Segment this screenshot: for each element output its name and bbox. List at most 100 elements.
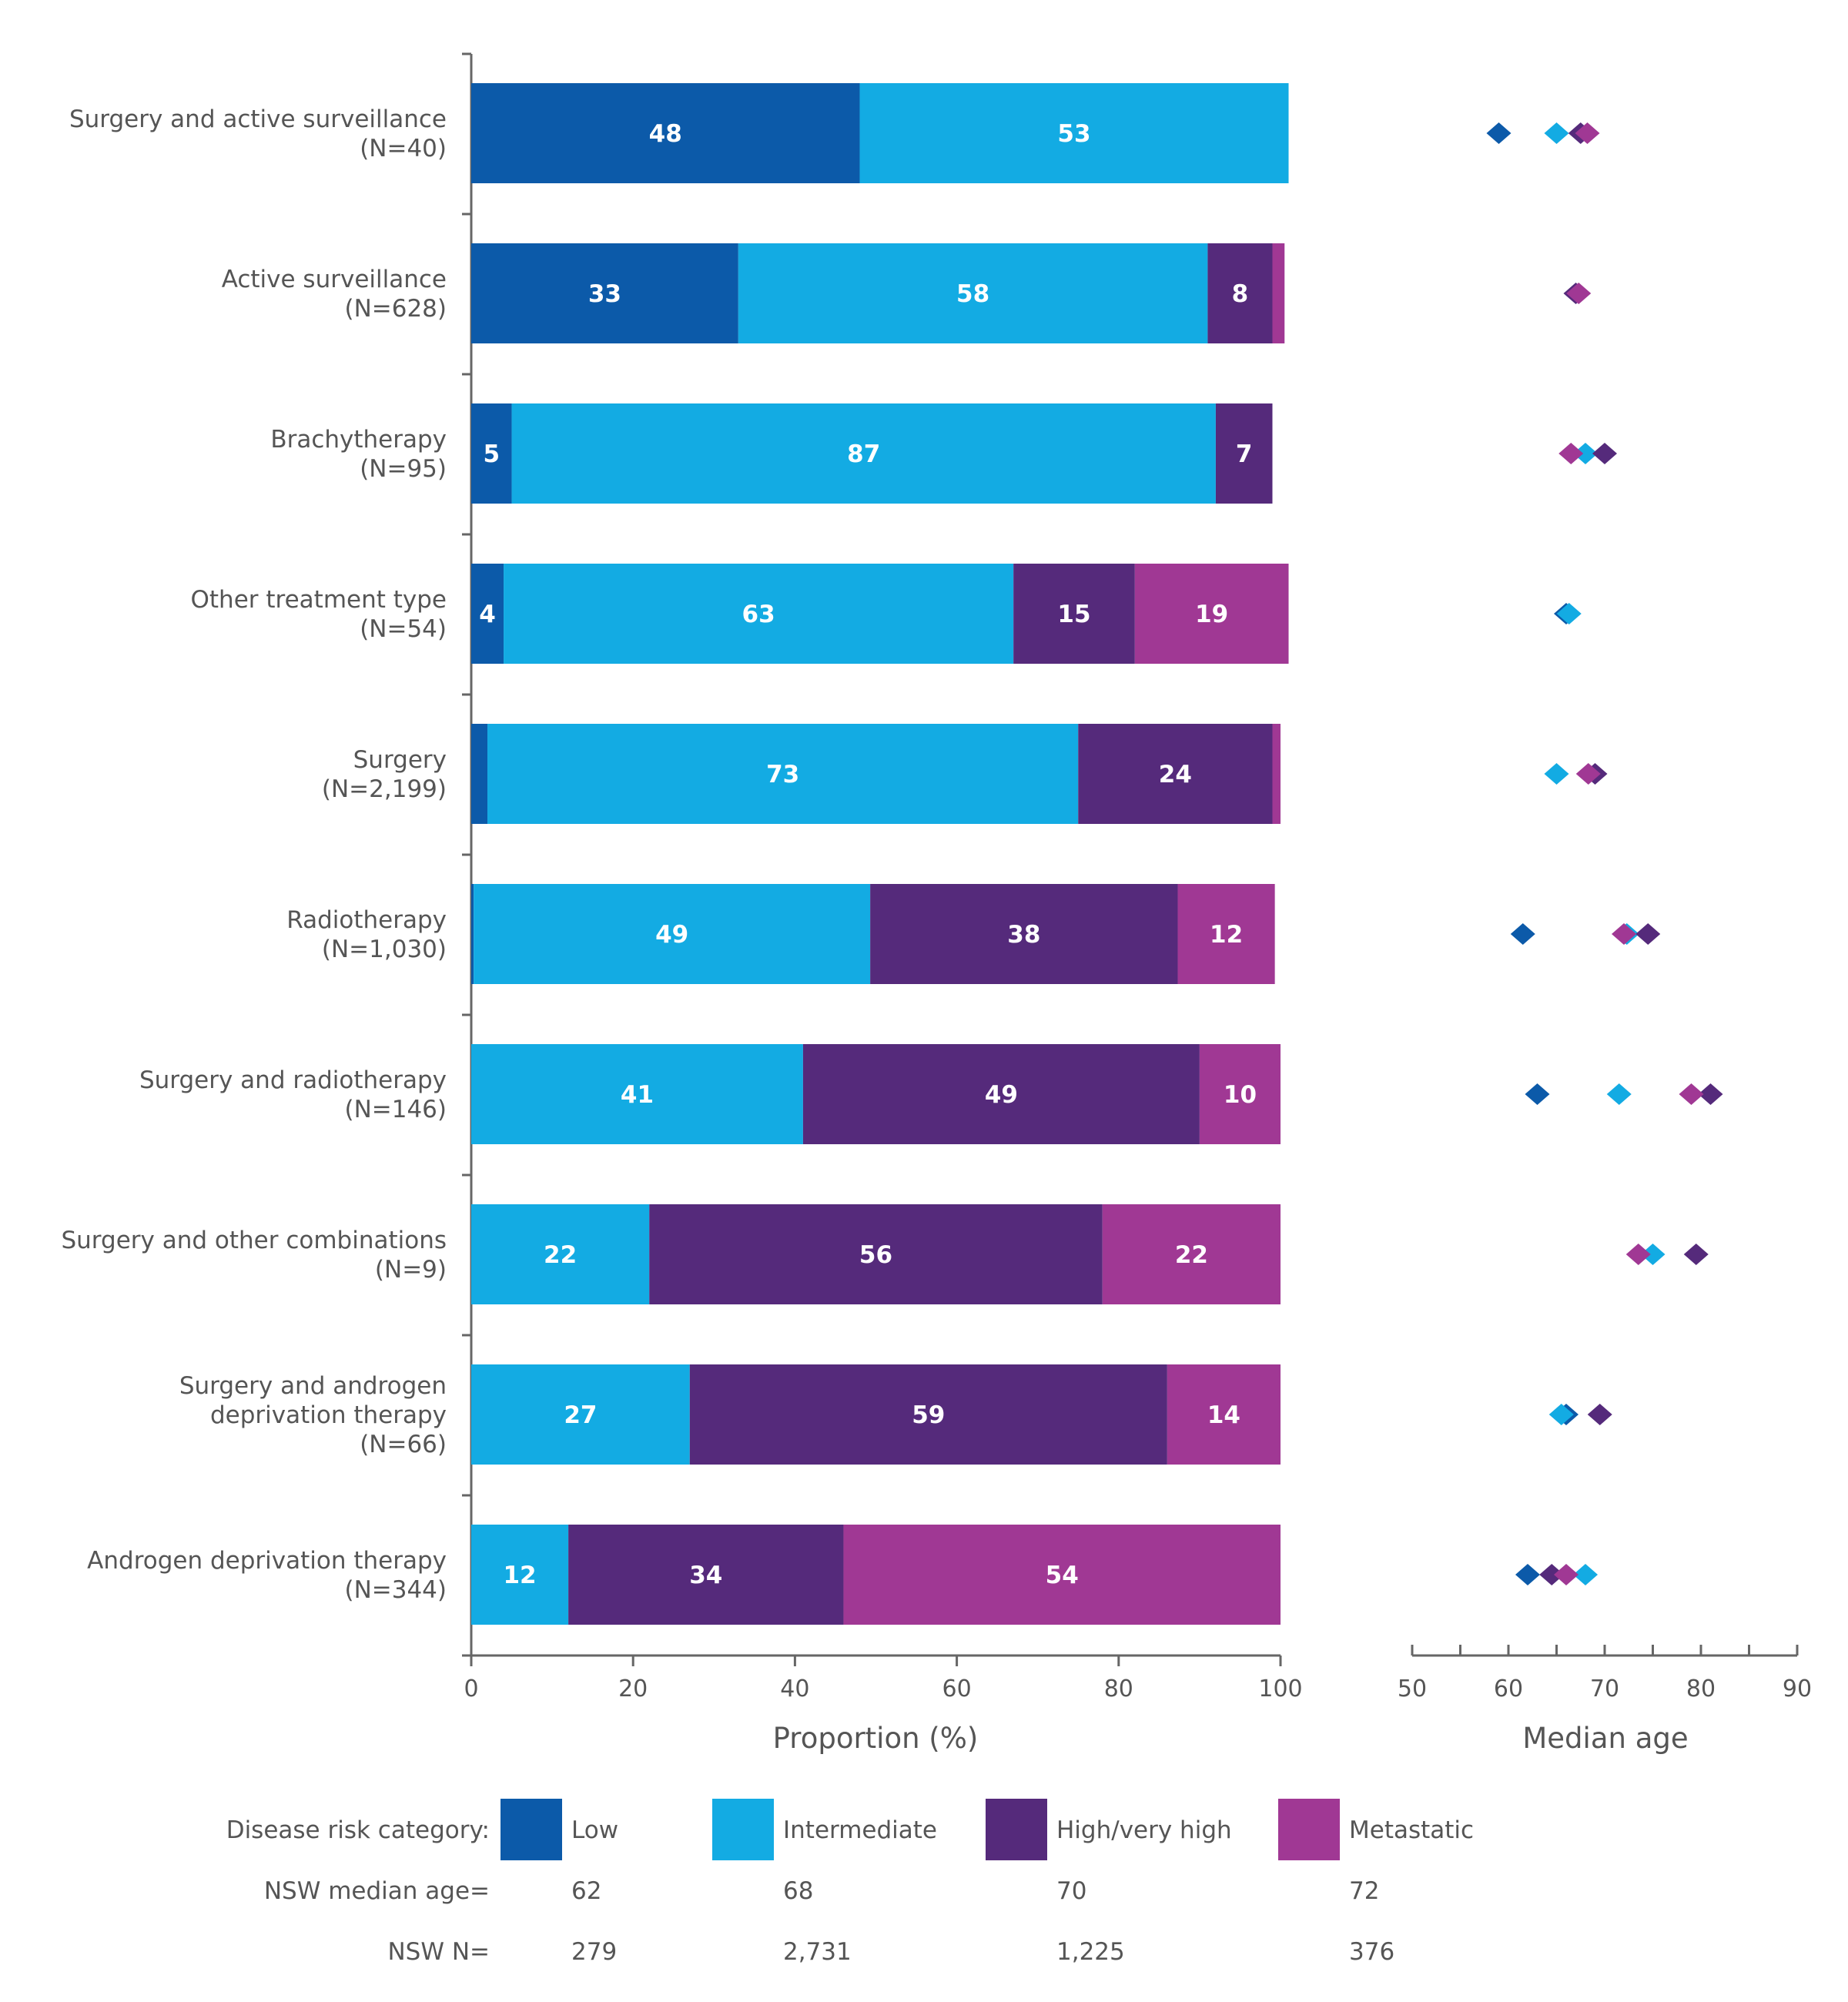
category-label: Radiotherapy	[286, 906, 447, 934]
data-label: 19	[1195, 601, 1228, 628]
category-label: (N=95)	[360, 455, 447, 483]
bar-segment-intermediate	[738, 243, 1208, 343]
data-label: 27	[564, 1401, 597, 1429]
x-tick-label: 40	[780, 1676, 809, 1702]
data-label: 38	[1007, 921, 1040, 949]
bar-segment-intermediate	[487, 724, 1079, 824]
bar-segment-low	[471, 884, 474, 984]
x-tick-label: 90	[1783, 1676, 1812, 1702]
median-age-plot: 50 60 70 80 90	[1398, 122, 1812, 1702]
bar-segment-metastatic	[1272, 724, 1281, 824]
category-label: (N=54)	[360, 615, 447, 643]
data-label: 10	[1224, 1081, 1257, 1109]
x-tick-label: 80	[1104, 1676, 1133, 1702]
median-age-marker-high-very-high	[1592, 443, 1617, 464]
median-age-marker-metastatic	[1612, 923, 1636, 945]
category-label: Other treatment type	[191, 586, 447, 614]
nsw-median-value: 72	[1349, 1877, 1379, 1905]
data-label: 15	[1057, 601, 1090, 628]
median-age-marker-metastatic	[1679, 1083, 1704, 1105]
legend-swatch	[500, 1799, 562, 1860]
bar-segment-high-very-high	[568, 1525, 844, 1625]
bar-segment-high-very-high	[689, 1364, 1167, 1465]
bar-segment-intermediate	[471, 1204, 650, 1304]
median-age-marker-low	[1510, 923, 1535, 945]
x-tick-label: 100	[1258, 1676, 1302, 1702]
legend-label: Metastatic	[1349, 1816, 1474, 1844]
nsw-median-label: NSW median age=	[264, 1877, 490, 1905]
data-label: 49	[985, 1081, 1018, 1109]
bar-segment-high-very-high	[870, 884, 1178, 984]
median-age-marker-high-very-high	[1635, 923, 1661, 945]
bar-segment-metastatic	[1134, 564, 1289, 664]
median-age-marker-intermediate	[1573, 1564, 1598, 1585]
nsw-n-value: 279	[571, 1938, 617, 1966]
x-tick-label: 50	[1398, 1676, 1427, 1702]
x-tick-label: 60	[1494, 1676, 1523, 1702]
x-tick-label: 80	[1686, 1676, 1716, 1702]
bar-segment-metastatic	[1177, 884, 1275, 984]
data-label: 34	[689, 1562, 722, 1589]
legend-label: Intermediate	[783, 1816, 937, 1844]
bar-segment-low	[471, 724, 488, 824]
x-tick-label: 0	[464, 1676, 478, 1702]
legend: Disease risk category: NSW median age= N…	[226, 1799, 1474, 1966]
bar-segment-intermediate	[859, 83, 1289, 183]
legend-label: High/very high	[1056, 1816, 1232, 1844]
category-label: Surgery and other combinations	[61, 1227, 447, 1254]
x-tick-label: 60	[942, 1676, 972, 1702]
data-label: 4	[479, 601, 496, 628]
category-label: (N=9)	[375, 1256, 447, 1284]
median-age-marker-intermediate	[1640, 1244, 1666, 1265]
legend-swatch	[986, 1799, 1047, 1860]
category-label: Surgery and androgen	[179, 1372, 447, 1400]
bar-segment-low	[471, 243, 738, 343]
category-label: Surgery and radiotherapy	[139, 1066, 447, 1094]
median-age-marker-intermediate	[1544, 122, 1569, 144]
median-age-marker-high-very-high	[1698, 1083, 1723, 1105]
data-label: 63	[742, 601, 775, 628]
legend-swatch	[1278, 1799, 1340, 1860]
median-age-marker-intermediate	[1548, 1404, 1574, 1425]
bar-segment-metastatic	[1167, 1364, 1281, 1465]
bar-segment-low	[471, 564, 504, 664]
bar-segment-intermediate	[474, 884, 871, 984]
median-age-marker-intermediate	[1606, 1083, 1632, 1105]
bar-segment-intermediate	[504, 564, 1014, 664]
category-label: (N=628)	[344, 295, 447, 323]
category-label: Active surveillance	[222, 266, 447, 293]
data-label: 56	[859, 1241, 892, 1269]
data-label: 73	[766, 761, 799, 788]
bar-segment-high-very-high	[802, 1044, 1200, 1144]
data-label: 41	[621, 1081, 654, 1109]
category-label: (N=344)	[344, 1576, 447, 1604]
data-label: 48	[649, 120, 682, 148]
nsw-n-label: NSW N=	[387, 1938, 490, 1966]
category-label: (N=2,199)	[322, 775, 447, 803]
bar-segment-intermediate	[471, 1044, 803, 1144]
bar-segment-metastatic	[1102, 1204, 1281, 1304]
nsw-n-value: 1,225	[1056, 1938, 1125, 1966]
data-label: 24	[1159, 761, 1192, 788]
category-label: (N=1,030)	[322, 936, 447, 963]
data-label: 87	[847, 440, 880, 468]
bar-segment-intermediate	[471, 1525, 569, 1625]
data-label: 53	[1057, 120, 1090, 148]
data-label: 12	[1210, 921, 1243, 949]
median-age-marker-low	[1515, 1564, 1540, 1585]
bar-segment-intermediate	[511, 403, 1216, 504]
median-age-marker-low	[1525, 1083, 1550, 1105]
nsw-n-value: 2,731	[783, 1938, 852, 1966]
bar-chart: Surgery and active surveillance(N=40)48 5…	[61, 52, 1303, 1702]
data-label: 49	[655, 921, 688, 949]
category-label: Androgen deprivation therapy	[87, 1547, 447, 1575]
median-age-marker-metastatic	[1554, 1564, 1578, 1585]
data-label: 22	[1175, 1241, 1208, 1269]
bar-segment-low	[471, 83, 860, 183]
nsw-median-value: 62	[571, 1877, 601, 1905]
median-age-marker-intermediate	[1556, 603, 1582, 624]
category-label: (N=146)	[344, 1096, 447, 1123]
nsw-median-value: 70	[1056, 1877, 1086, 1905]
bar-segment-high-very-high	[1078, 724, 1273, 824]
